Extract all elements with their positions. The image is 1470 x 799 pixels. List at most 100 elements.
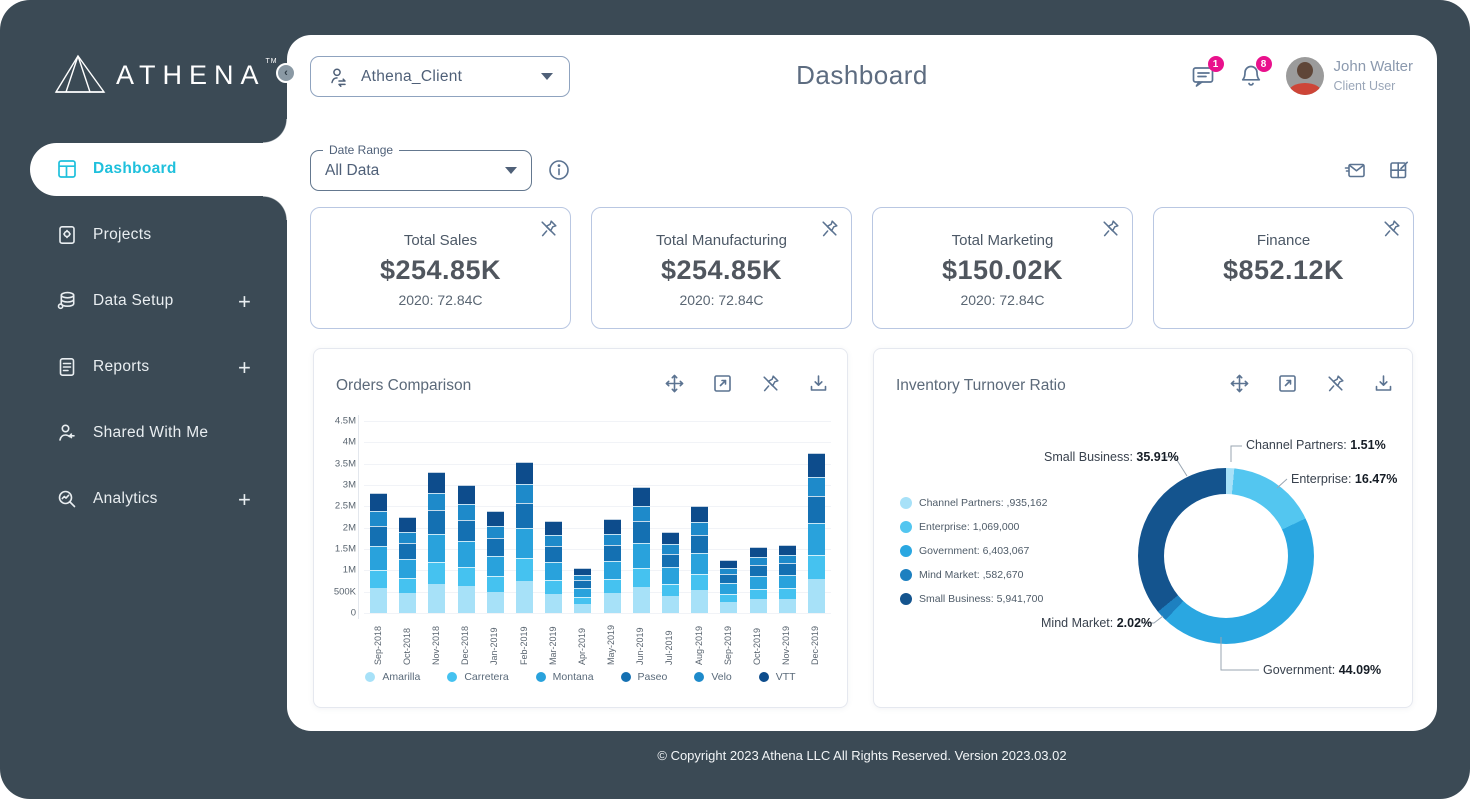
x-tick-label: Jul-2019 (664, 630, 675, 665)
bar-segment-carretera (807, 555, 825, 580)
notifications-badge: 8 (1255, 56, 1272, 72)
download-chart-button[interactable] (808, 373, 829, 394)
avatar[interactable] (1285, 57, 1324, 95)
legend-label: Amarilla (382, 671, 421, 683)
callout-label: Mind Market: (1041, 616, 1117, 630)
legend-item-montana[interactable]: Montana (535, 671, 594, 683)
data-setup-icon (56, 290, 78, 312)
bar-aug-2019[interactable] (691, 506, 709, 613)
download-chart-button[interactable] (1373, 373, 1394, 394)
x-tick-label: Sep-2019 (722, 625, 733, 665)
bar-jun-2019[interactable] (632, 487, 650, 613)
sidebar-item-label: Dashboard (93, 160, 177, 177)
kpi-card-total-sales: Total Sales $254.85K 2020: 72.84C (310, 207, 571, 329)
orders-comparison-card: Orders Comparison 4.5M 4M 3.5M 3M 2.5M 2M 1.5M… (313, 348, 848, 708)
bar-segment-montana (603, 560, 621, 580)
donut-chart[interactable] (1138, 468, 1314, 644)
callout-label: Small Business: (1044, 450, 1137, 464)
user-role: Client User (1333, 78, 1396, 93)
fullscreen-chart-button[interactable] (712, 373, 733, 394)
sidebar: ATHENA TM Dashboard Projects Data Setup + Re… (0, 0, 287, 799)
bar-feb-2019[interactable] (516, 461, 534, 613)
donut-legend-item-enterprise[interactable]: Enterprise: 1,069,000 (900, 521, 1047, 533)
bar-jul-2019[interactable] (661, 531, 679, 613)
date-range-dropdown[interactable]: Date Range All Data (310, 143, 532, 191)
edit-dashboard-button[interactable] (1387, 159, 1411, 183)
legend-item-paseo[interactable]: Paseo (620, 671, 667, 683)
bar-nov-2018[interactable] (428, 472, 446, 613)
chart-toolbar (664, 373, 829, 394)
bar-may-2019[interactable] (603, 519, 621, 613)
bar-oct-2018[interactable] (399, 517, 417, 613)
fullscreen-chart-button[interactable] (1277, 373, 1298, 394)
unpin-icon[interactable] (1381, 218, 1403, 240)
legend-label: Montana (552, 671, 594, 683)
collapse-sidebar-button[interactable]: ‹ (276, 63, 296, 83)
unpin-chart-button[interactable] (760, 373, 781, 394)
x-tick-label: Nov-2019 (781, 625, 792, 665)
expand-plus-icon[interactable]: + (238, 355, 251, 380)
legend-item-vtt[interactable]: VTT (758, 671, 796, 683)
legend-item-amarilla[interactable]: Amarilla (365, 671, 420, 683)
kpi-subtitle: 2020: 72.84C (960, 292, 1045, 308)
page-title: Dashboard (796, 60, 928, 90)
bar-jan-2019[interactable] (486, 510, 504, 613)
bar-segment-paseo (428, 510, 446, 535)
move-chart-button[interactable] (664, 373, 685, 394)
legend-label: Government: 6,403,067 (919, 545, 1030, 557)
bar-segment-velo (603, 533, 621, 545)
expand-plus-icon[interactable]: + (238, 289, 251, 314)
y-tick-label: 2M (342, 522, 356, 534)
bar-mar-2019[interactable] (545, 521, 563, 613)
sidebar-item-projects[interactable]: Projects (0, 209, 287, 262)
bar-nov-2019[interactable] (778, 544, 796, 613)
legend-label: VTT (775, 671, 796, 683)
y-tick-label: 3.5M (334, 458, 356, 470)
bar-sep-2018[interactable] (370, 493, 388, 613)
chat-icon (1192, 67, 1213, 87)
bar-sep-2019[interactable] (720, 559, 738, 613)
donut-legend-item-mind-market[interactable]: Mind Market: ,582,670 (900, 569, 1047, 581)
chart-title: Orders Comparison (336, 377, 472, 394)
avatar-head-shape (1296, 62, 1313, 79)
info-button[interactable] (547, 158, 571, 182)
send-mail-button[interactable] (1343, 159, 1367, 183)
unpin-icon[interactable] (819, 218, 841, 240)
bar-dec-2019[interactable] (807, 453, 825, 613)
legend-label: Small Business: 5,941,700 (919, 593, 1044, 605)
client-selector-dropdown[interactable]: Athena_Client (310, 56, 570, 97)
unpin-icon[interactable] (538, 218, 560, 240)
expand-plus-icon[interactable]: + (238, 487, 251, 512)
sidebar-item-data-setup[interactable]: Data Setup + (0, 275, 287, 328)
sidebar-item-analytics[interactable]: Analytics + (0, 473, 287, 526)
bar-dec-2018[interactable] (457, 485, 475, 613)
donut-legend-item-government[interactable]: Government: 6,403,067 (900, 545, 1047, 557)
bar-segment-velo (574, 574, 592, 581)
sidebar-item-shared-with-me[interactable]: Shared With Me (0, 407, 287, 460)
athena-logo-icon (54, 54, 106, 93)
bar-segment-amarilla (632, 586, 650, 613)
callout-line (1230, 445, 1242, 462)
legend-item-velo[interactable]: Velo (694, 671, 732, 683)
legend-dot (694, 672, 705, 682)
inventory-turnover-card: Inventory Turnover Ratio Channel Partner… (873, 348, 1413, 708)
unpin-icon[interactable] (1100, 218, 1122, 240)
bar-segment-amarilla (545, 593, 563, 613)
sidebar-item-label: Projects (93, 226, 152, 243)
bar-oct-2019[interactable] (749, 546, 767, 613)
sidebar-item-dashboard[interactable]: Dashboard (30, 119, 287, 220)
legend-item-carretera[interactable]: Carretera (447, 671, 509, 683)
gridline (364, 506, 831, 508)
donut-legend-item-channel-partners[interactable]: Channel Partners: ,935,162 (900, 497, 1047, 509)
bar-segment-amarilla (486, 591, 504, 613)
sidebar-item-reports[interactable]: Reports + (0, 341, 287, 394)
unpin-chart-button[interactable] (1325, 373, 1346, 394)
notifications-button[interactable]: 8 (1238, 56, 1272, 89)
bar-segment-vtt (457, 485, 475, 505)
messages-button[interactable]: 1 (1190, 56, 1224, 89)
move-chart-button[interactable] (1229, 373, 1250, 394)
donut-legend-item-small-business[interactable]: Small Business: 5,941,700 (900, 593, 1047, 605)
gridline (364, 549, 831, 550)
bar-apr-2019[interactable] (574, 568, 592, 613)
bar-segment-carretera (661, 583, 679, 596)
